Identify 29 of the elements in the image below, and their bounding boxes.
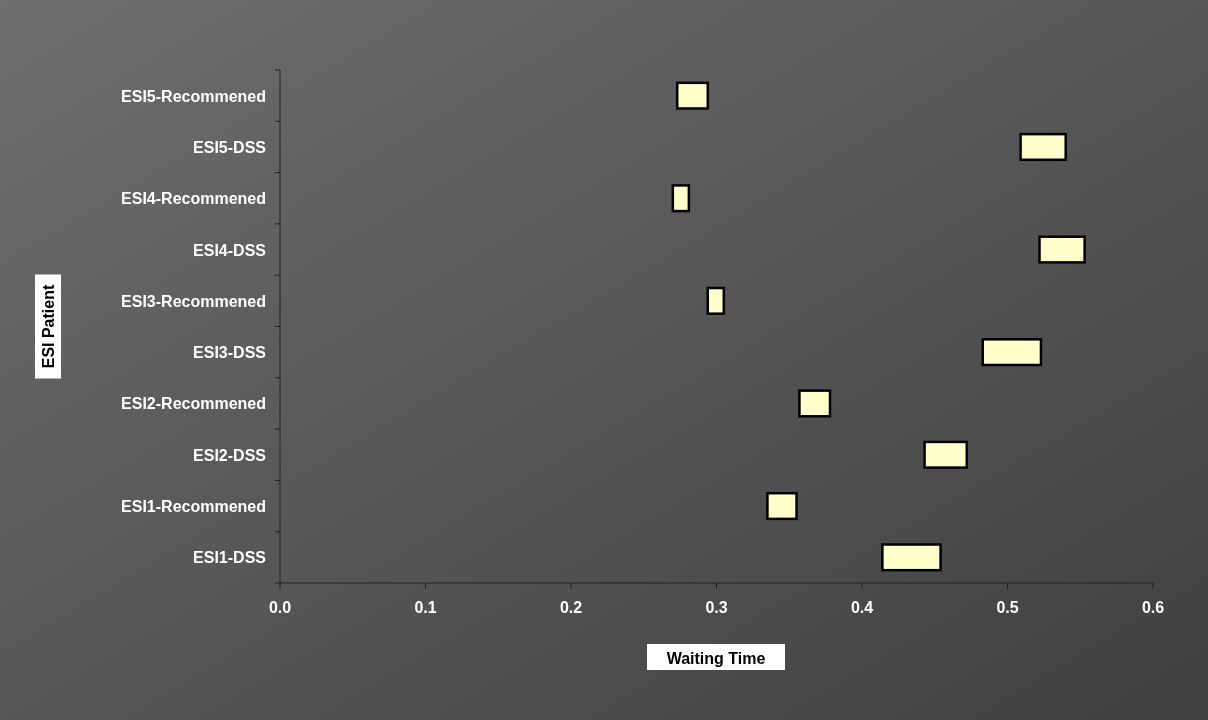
y-tick-label: ESI2-DSS <box>193 446 267 464</box>
x-axis-title: Waiting Time <box>666 650 766 667</box>
bar <box>981 338 1043 367</box>
bar <box>1019 132 1067 162</box>
x-tick-label: 0.6 <box>1141 599 1165 616</box>
y-tick-label: ESI4-DSS <box>193 241 267 259</box>
x-tick-label: 0.3 <box>705 599 728 616</box>
y-tick-label: ESI5-Recommened <box>121 87 266 105</box>
y-tick-label: ESI3-Recommened <box>121 292 266 310</box>
bar <box>923 440 969 469</box>
y-tick-label: ESI4-Recommened <box>121 190 266 208</box>
y-axis-title: ESI Patient <box>40 284 57 369</box>
y-tick-label: ESI1-DSS <box>193 549 267 567</box>
bar <box>766 491 798 521</box>
x-tick-label: 0.4 <box>850 599 874 616</box>
y-tick-label: ESI1-Recommened <box>121 498 266 516</box>
bar <box>798 389 832 418</box>
y-tick-label: ESI2-Recommened <box>121 395 266 413</box>
x-tick-label: 0.1 <box>414 599 437 616</box>
bar <box>881 543 942 572</box>
y-tick-label: ESI5-DSS <box>193 138 267 156</box>
bar <box>675 81 710 110</box>
x-tick-label: 0.5 <box>996 599 1019 616</box>
bar <box>706 286 726 315</box>
x-tick-label: 0.2 <box>559 599 583 616</box>
x-tick-label: 0.0 <box>268 599 292 616</box>
bar <box>1038 235 1086 264</box>
y-tick-label: ESI3-DSS <box>193 344 267 362</box>
bar <box>671 184 691 213</box>
